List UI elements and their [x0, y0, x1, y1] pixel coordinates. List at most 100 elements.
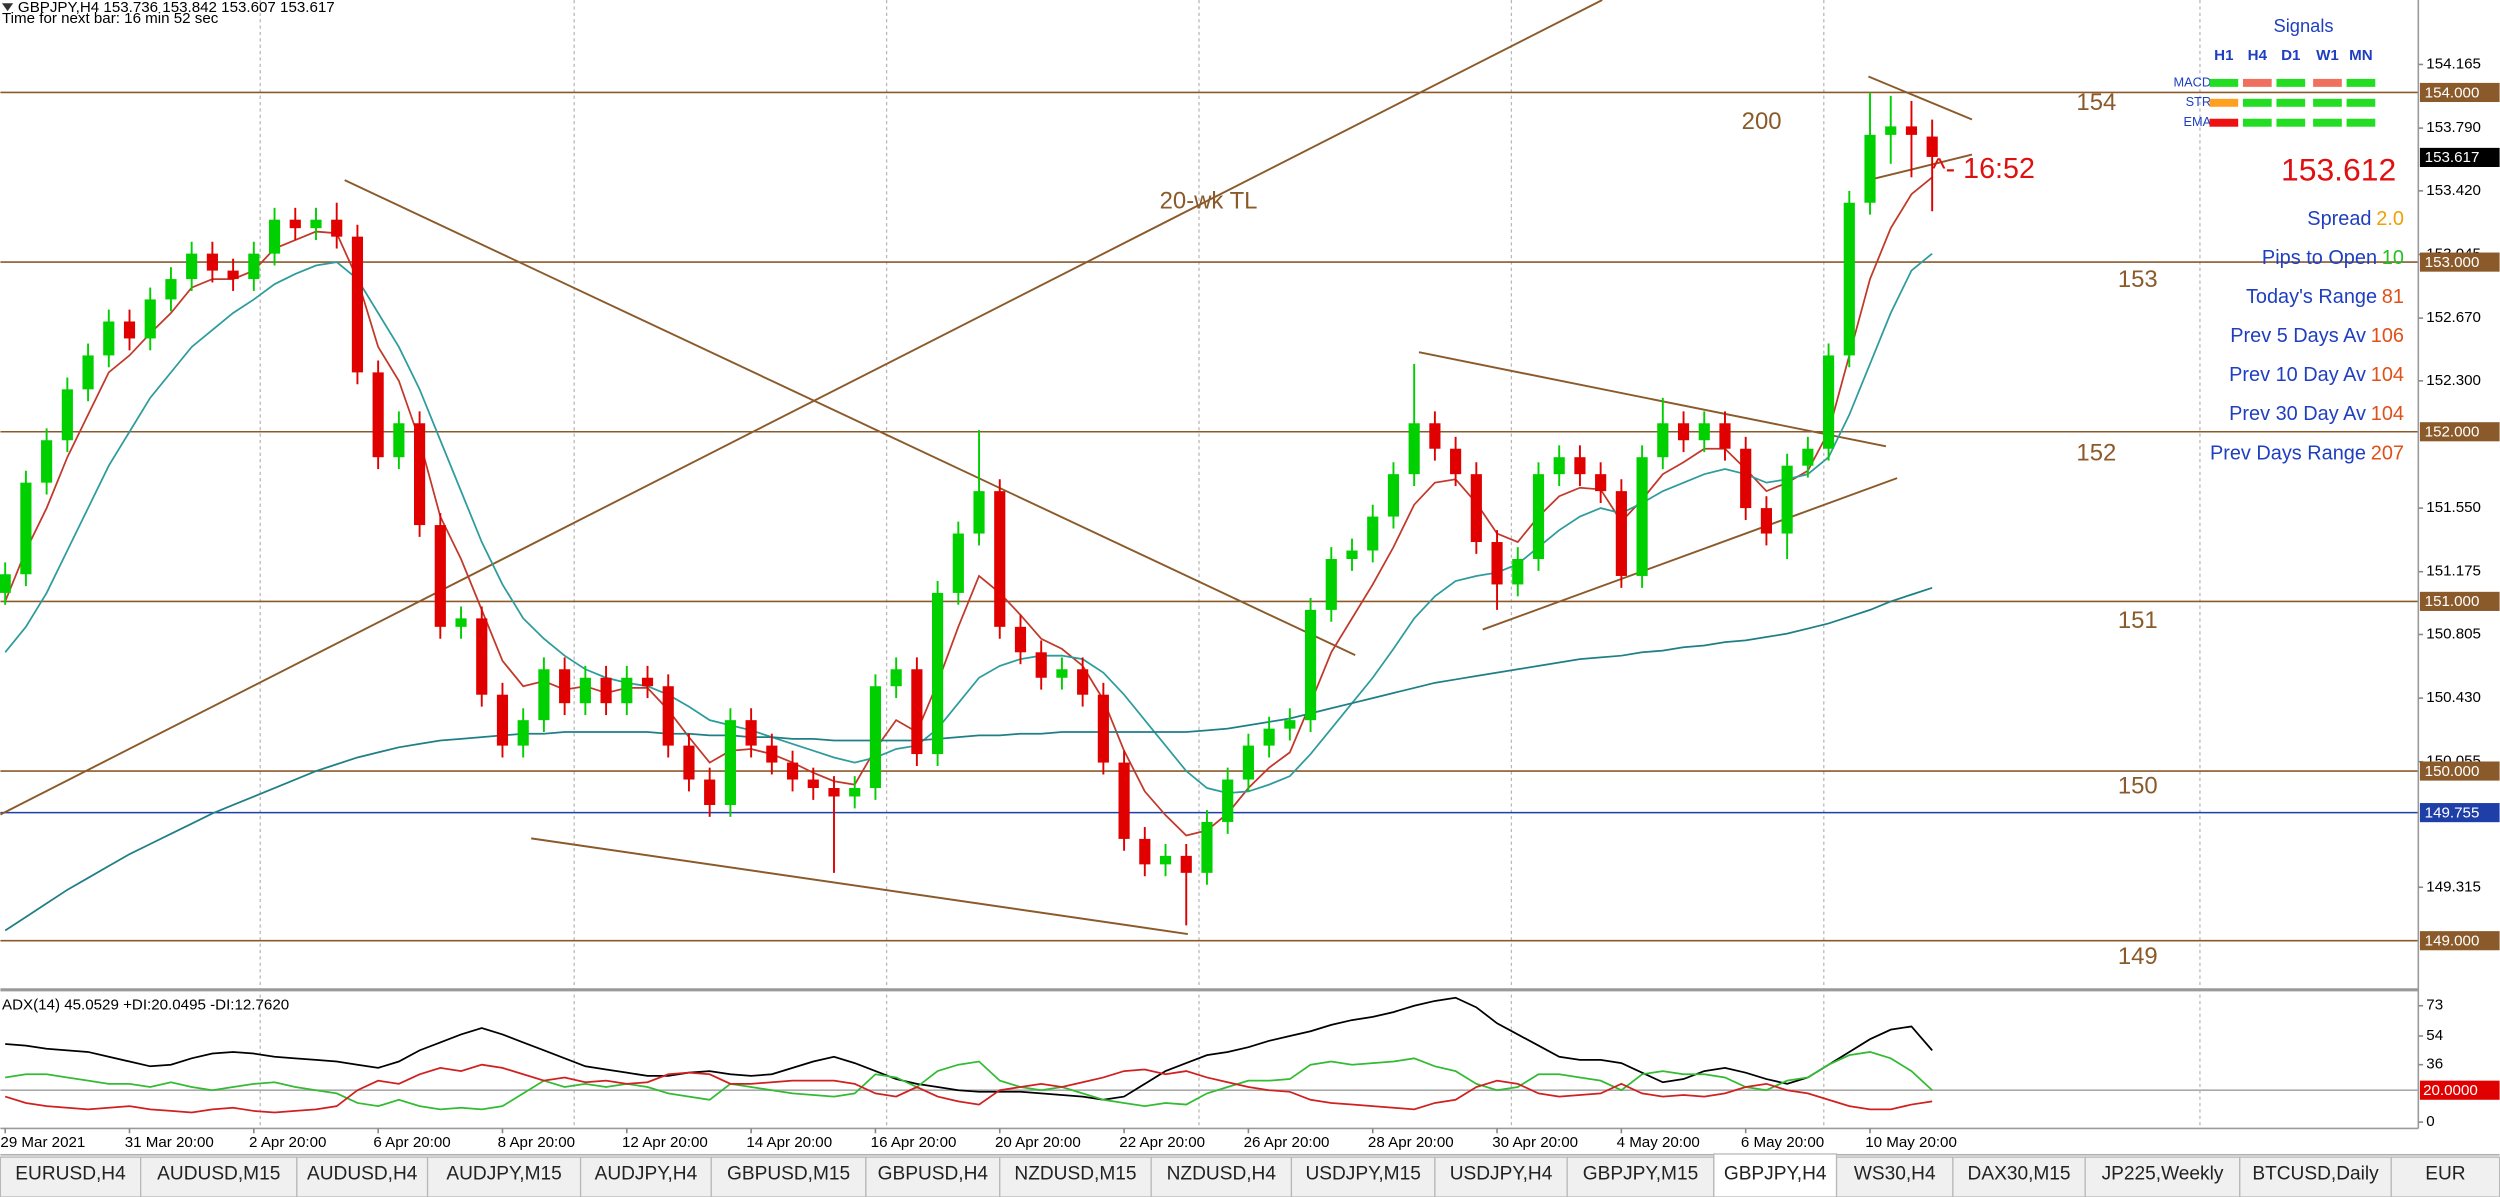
indicator-line: [5, 996, 1933, 1101]
tab-label[interactable]: DAX30,M15: [1968, 1164, 2071, 1185]
price-level-label: 149.755: [2425, 804, 2480, 821]
candle-body: [0, 574, 11, 593]
tab-label[interactable]: AUDUSD,M15: [157, 1164, 280, 1185]
tab-label[interactable]: AUDJPY,H4: [595, 1164, 698, 1185]
tab-label[interactable]: GBPJPY,H4: [1724, 1164, 1827, 1185]
symbol-header: GBPJPY,H4 153.736 153.842 153.607 153.61…: [18, 0, 335, 16]
tab[interactable]: [2239, 1156, 2392, 1197]
info-label: Prev 10 Day Av: [2229, 364, 2366, 386]
tab-label[interactable]: BTCUSD,Daily: [2252, 1164, 2379, 1185]
signal-cell: [2276, 118, 2306, 127]
candle-body: [434, 525, 446, 627]
candle-body: [476, 618, 488, 695]
trendline: [344, 179, 1356, 656]
tab[interactable]: [579, 1156, 712, 1197]
tab[interactable]: [1952, 1156, 2086, 1197]
candle-body: [331, 219, 343, 237]
price-level-box: [2419, 931, 2500, 951]
candle-body: [1284, 720, 1296, 729]
annotation: 150: [2118, 773, 2158, 800]
candle-body: [1802, 448, 1814, 466]
candle-body: [289, 219, 301, 229]
bar-timer: Time for next bar: 16 min 52 sec: [2, 10, 219, 27]
candle-body: [351, 236, 364, 373]
plot: [0, 92, 1938, 932]
candle-body: [123, 321, 136, 339]
dropdown-icon[interactable]: [1, 3, 14, 12]
tab-label[interactable]: AUDJPY,M15: [446, 1164, 561, 1185]
candle-body: [745, 720, 757, 746]
candle-body: [310, 219, 322, 229]
tab-label[interactable]: EURUSD,H4: [15, 1164, 126, 1185]
tab-label[interactable]: GBPUSD,H4: [878, 1164, 989, 1185]
y-tick-label: 152.670: [2426, 309, 2481, 326]
tab-label[interactable]: GBPUSD,M15: [727, 1164, 850, 1185]
candle-body: [1325, 558, 1337, 610]
price-level-label: 153.617: [2425, 149, 2480, 166]
moving-average: [4, 252, 1933, 794]
price-level-label: 150.000: [2425, 763, 2480, 780]
candle-body: [559, 669, 571, 704]
tab-label[interactable]: USDJPY,M15: [1305, 1164, 1420, 1185]
y-tick-label: 150.805: [2426, 625, 2481, 642]
info-row: Prev 5 Days Av 106: [2230, 325, 2404, 347]
tab-label[interactable]: JP225,Weekly: [2102, 1164, 2224, 1185]
x-tick-label: 26 Apr 20:00: [1244, 1134, 1330, 1151]
tab[interactable]: [296, 1156, 429, 1197]
tab-label[interactable]: NZDUSD,M15: [1014, 1164, 1136, 1185]
info-label: Prev 30 Day Av: [2229, 403, 2366, 425]
tab[interactable]: [865, 1156, 1001, 1197]
candle-body: [662, 686, 674, 746]
tab[interactable]: [1566, 1156, 1715, 1197]
candle-body: [1657, 423, 1669, 458]
candle-body: [1180, 855, 1192, 873]
tab[interactable]: [1290, 1156, 1436, 1197]
tab[interactable]: [1835, 1156, 1954, 1197]
x-tick-label: 10 May 20:00: [1865, 1134, 1957, 1151]
signal-cell: [2209, 98, 2239, 107]
trendlines: [0, 0, 1973, 935]
candle-body: [372, 372, 384, 458]
info-label: Spread: [2307, 208, 2371, 230]
x-tick-label: 6 May 20:00: [1741, 1134, 1824, 1151]
tab-label[interactable]: EUR: [2425, 1164, 2465, 1185]
candle-body: [1926, 136, 1938, 157]
tab-label[interactable]: USDJPY,H4: [1450, 1164, 1553, 1185]
info-label: Prev Days Range: [2210, 443, 2366, 465]
info-label: Prev 5 Days Av: [2230, 325, 2366, 347]
y-tick-label: 149.315: [2426, 878, 2481, 895]
price-level-box: [2419, 761, 2500, 781]
annotation: 154: [2076, 89, 2116, 116]
tab-label[interactable]: NZDUSD,H4: [1167, 1164, 1277, 1185]
candle-body: [248, 253, 260, 280]
tab[interactable]: [2084, 1156, 2241, 1197]
info-value: 10: [2382, 247, 2404, 269]
candle-body: [496, 694, 509, 746]
candle-body: [1698, 423, 1710, 441]
candle-body: [1491, 542, 1503, 585]
candle-body: [103, 321, 115, 356]
candle-body: [724, 720, 736, 805]
tab[interactable]: [999, 1156, 1152, 1197]
candle-body: [517, 720, 529, 746]
candle-body: [393, 423, 405, 458]
tab-label[interactable]: WS30,H4: [1854, 1164, 1936, 1185]
tab[interactable]: [140, 1156, 298, 1197]
tab-label[interactable]: AUDUSD,H4: [307, 1164, 418, 1185]
tab-label[interactable]: GBPJPY,M15: [1583, 1164, 1698, 1185]
signal-column: H4: [2248, 47, 2268, 64]
annotation: 20-wk TL: [1160, 188, 1258, 215]
candle-body: [1450, 448, 1462, 475]
x-tick-label: 4 May 20:00: [1617, 1134, 1700, 1151]
tab[interactable]: [0, 1156, 142, 1197]
signal-cell: [2313, 78, 2342, 87]
candle-body: [1387, 474, 1400, 517]
candle-body: [1408, 423, 1420, 475]
candle-body: [621, 677, 633, 704]
tab[interactable]: [2390, 1156, 2500, 1197]
candle-body: [1574, 457, 1586, 475]
candle-body: [20, 482, 32, 575]
candle-body: [144, 299, 156, 339]
candle-body: [1532, 474, 1545, 559]
indicator-line: [5, 1051, 1933, 1111]
